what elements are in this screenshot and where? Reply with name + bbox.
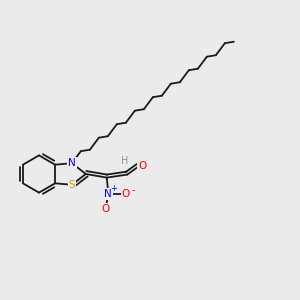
Text: N: N bbox=[68, 158, 76, 168]
Text: O: O bbox=[102, 204, 110, 214]
Text: -: - bbox=[131, 185, 135, 196]
Text: H: H bbox=[121, 156, 128, 167]
Text: +: + bbox=[110, 184, 117, 193]
Text: N: N bbox=[104, 189, 112, 199]
Text: O: O bbox=[122, 189, 130, 199]
Text: S: S bbox=[68, 180, 75, 190]
Text: O: O bbox=[138, 160, 146, 171]
